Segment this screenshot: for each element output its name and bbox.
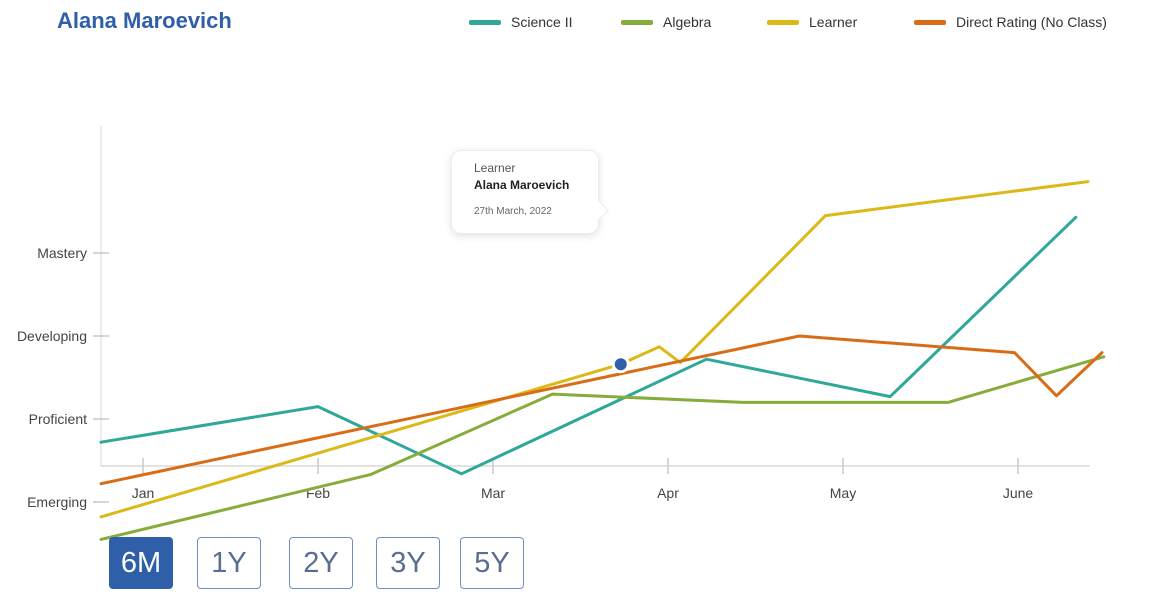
y-tick-label-0: Emerging (27, 494, 87, 510)
legend-label-direct-rating: Direct Rating (No Class) (956, 14, 1107, 30)
y-tick-label-1: Proficient (29, 411, 87, 427)
legend-item-science-ii[interactable]: Science II (469, 12, 572, 32)
x-tick-label-2: Mar (481, 485, 505, 501)
highlight-point (614, 358, 627, 371)
x-tick-label-3: Apr (657, 485, 679, 501)
legend-label-algebra: Algebra (663, 14, 712, 30)
tooltip-series-name: Learner (474, 161, 516, 175)
legend-label-science-ii: Science II (511, 14, 573, 30)
tooltip-learner-name: Alana Maroevich (474, 178, 570, 192)
series-line-algebra (99, 355, 1106, 541)
chart-legend: Science II Algebra Learner Direct Rating… (0, 12, 1164, 32)
legend-label-learner: Learner (809, 14, 858, 30)
series-line-learner (99, 180, 1090, 519)
data-point-tooltip: Learner Alana Maroevich 27th March, 2022 (451, 150, 599, 234)
series-line-direct-rating-no-class (99, 334, 1104, 486)
legend-item-learner[interactable]: Learner (767, 12, 857, 32)
x-tick-label-4: May (830, 485, 856, 501)
y-tick-label-3: Mastery (37, 245, 87, 261)
x-tick-label-5: June (1003, 485, 1034, 501)
range-button-1y[interactable]: 1Y (197, 537, 261, 589)
series-line-science-ii (99, 215, 1078, 476)
y-tick-label-2: Developing (17, 328, 87, 344)
legend-item-algebra[interactable]: Algebra (621, 12, 711, 32)
legend-swatch-science-ii (469, 19, 501, 25)
range-button-5y[interactable]: 5Y (460, 537, 524, 589)
legend-swatch-direct-rating (914, 19, 946, 25)
range-button-2y[interactable]: 2Y (289, 537, 353, 589)
range-button-3y[interactable]: 3Y (376, 537, 440, 589)
tooltip-date: 27th March, 2022 (474, 206, 552, 217)
x-tick-label-0: Jan (132, 485, 155, 501)
legend-item-direct-rating[interactable]: Direct Rating (No Class) (914, 12, 1107, 32)
legend-swatch-algebra (621, 19, 653, 25)
range-button-6m[interactable]: 6M (109, 537, 173, 589)
page-title: Alana Maroevich (57, 8, 232, 33)
legend-swatch-learner (767, 19, 799, 25)
